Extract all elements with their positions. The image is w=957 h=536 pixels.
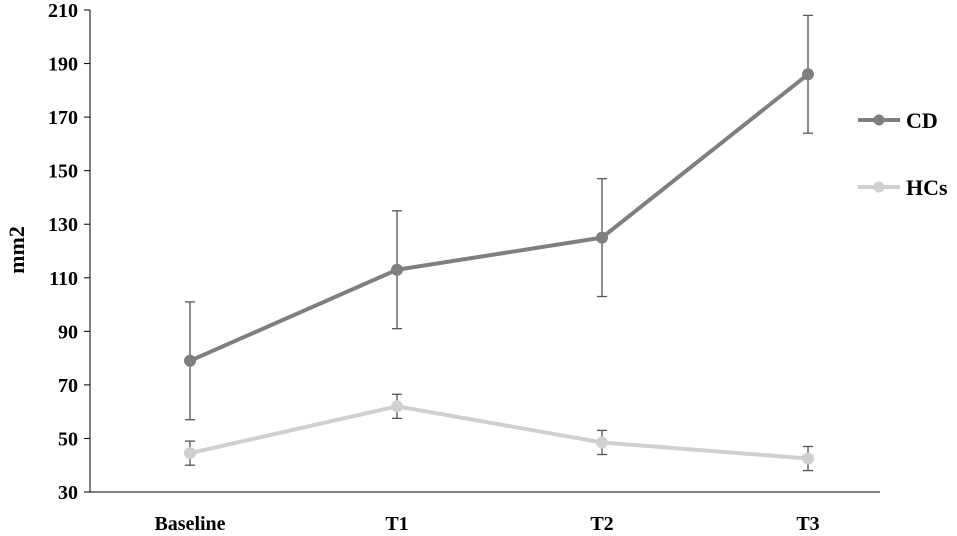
y-tick-label: 70: [58, 375, 78, 397]
data-point: [184, 447, 196, 460]
x-tick-label: Baseline: [154, 513, 225, 535]
x-tick-label: T1: [385, 513, 408, 535]
x-tick-label: T3: [796, 513, 819, 535]
data-point: [184, 354, 196, 367]
y-tick-label: 130: [48, 214, 78, 236]
legend-swatch-marker: [873, 181, 885, 193]
data-point: [391, 400, 403, 413]
series-cd: [184, 14, 814, 421]
x-axis: Baseline T1 T2 T3: [90, 491, 880, 535]
legend-item-cd: CD: [858, 108, 938, 133]
y-tick-label: 210: [48, 0, 78, 22]
data-point: [596, 231, 608, 244]
data-point: [596, 436, 608, 449]
y-tick-label: 190: [48, 54, 78, 76]
plot-area: [184, 14, 814, 472]
legend-label: CD: [906, 108, 938, 133]
data-point: [802, 68, 814, 81]
x-tick-label: T2: [590, 513, 613, 535]
y-tick-label: 170: [48, 107, 78, 129]
series-line: [189, 404, 809, 461]
y-tick-label: 150: [48, 161, 78, 183]
data-point: [391, 263, 403, 276]
legend-swatch-marker: [873, 114, 885, 126]
legend-item-hcs: HCs: [858, 175, 948, 200]
series-line: [189, 72, 810, 363]
y-axis: 30 50 70 90 110 130 150 170 190 210: [48, 0, 91, 504]
legend-label: HCs: [906, 175, 948, 200]
y-tick-label: 110: [49, 268, 78, 290]
data-point: [802, 452, 814, 465]
y-tick-label: 30: [58, 482, 78, 504]
legend: CD HCs: [858, 108, 948, 200]
y-tick-label: 50: [58, 428, 78, 450]
series-hcs: [184, 393, 814, 472]
y-tick-label: 90: [58, 321, 78, 343]
y-axis-title: mm2: [4, 226, 29, 274]
